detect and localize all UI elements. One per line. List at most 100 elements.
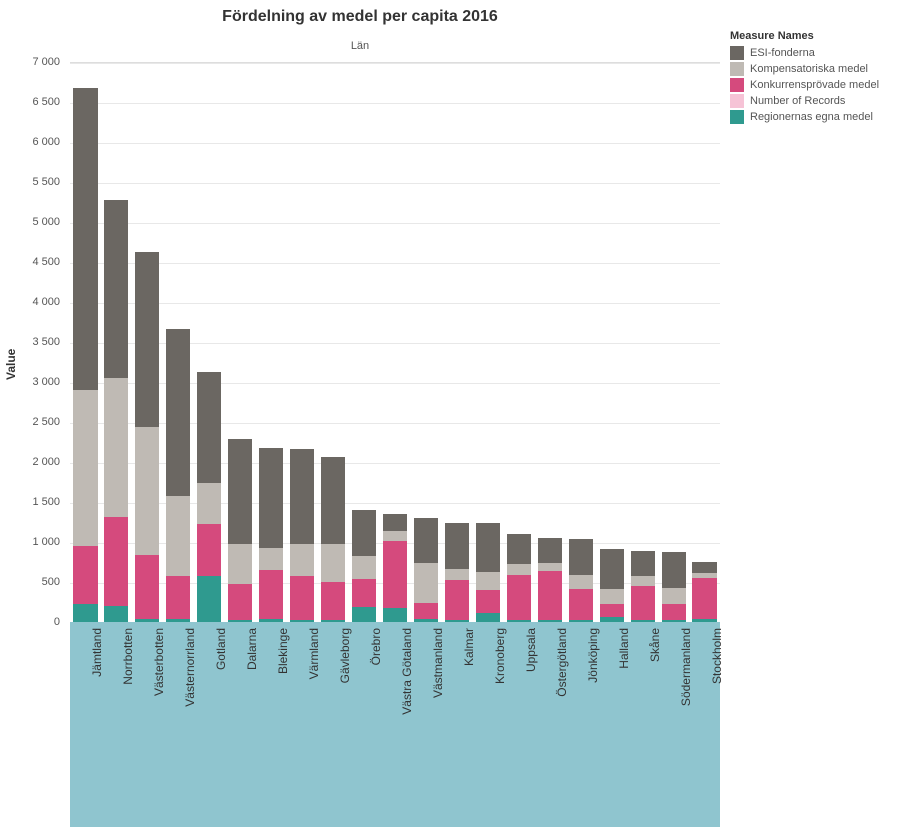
bar-segment-esi (104, 200, 128, 378)
legend-swatch (730, 110, 744, 124)
bar-segment-komp (538, 563, 562, 571)
bar[interactable] (507, 534, 531, 622)
legend-label: Regionernas egna medel (750, 111, 873, 123)
x-tick-label: Södermanland (679, 628, 693, 706)
x-labels-band: JämtlandNorrbottenVästerbottenVästernorr… (70, 622, 720, 827)
x-tick-label: Kalmar (462, 628, 476, 666)
x-tick-label: Dalarna (245, 628, 259, 670)
bar[interactable] (445, 523, 469, 622)
bar[interactable] (228, 439, 252, 622)
bar-segment-komp (662, 588, 686, 605)
bar[interactable] (600, 549, 624, 622)
bar-segment-esi (445, 523, 469, 569)
x-tick-label: Värmland (307, 628, 321, 679)
bar-segment-komp (445, 569, 469, 579)
bar-segment-komp (383, 531, 407, 541)
bar-segment-konk (445, 580, 469, 620)
bar-segment-komp (228, 544, 252, 584)
bar-segment-komp (600, 589, 624, 603)
bar-segment-konk (104, 517, 128, 606)
bar-segment-esi (290, 449, 314, 543)
bar-segment-konk (476, 590, 500, 613)
x-tick-label: Halland (617, 628, 631, 669)
x-tick-label: Jämtland (90, 628, 104, 677)
y-tick-label: 7 000 (0, 56, 60, 68)
bar-segment-esi (259, 448, 283, 547)
bar-segment-regi (476, 613, 500, 622)
x-tick-label: Blekinge (276, 628, 290, 674)
legend-item[interactable]: Number of Records (730, 94, 890, 108)
bar-segment-esi (476, 523, 500, 573)
bar[interactable] (538, 538, 562, 622)
bar[interactable] (321, 457, 345, 622)
x-tick-label: Kronoberg (493, 628, 507, 684)
y-tick-label: 5 500 (0, 176, 60, 188)
bar[interactable] (692, 562, 716, 622)
bar-segment-regi (383, 608, 407, 622)
bar[interactable] (73, 88, 97, 622)
y-tick-label: 1 500 (0, 496, 60, 508)
legend-title: Measure Names (730, 30, 890, 42)
bar[interactable] (414, 518, 438, 622)
bar[interactable] (197, 372, 221, 622)
legend-item[interactable]: ESI-fonderna (730, 46, 890, 60)
bar-segment-konk (538, 571, 562, 620)
bar-segment-konk (321, 582, 345, 620)
bar-segment-esi (383, 514, 407, 531)
y-tick-label: 3 500 (0, 336, 60, 348)
bar-segment-esi (662, 552, 686, 587)
legend: Measure Names ESI-fonderna Kompensatorisk… (730, 30, 890, 126)
chart-subtitle: Län (0, 40, 720, 52)
bar-segment-esi (631, 551, 655, 576)
bar-segment-konk (197, 524, 221, 576)
bar[interactable] (290, 449, 314, 622)
bar[interactable] (662, 552, 686, 622)
bar-segment-konk (383, 541, 407, 607)
y-tick-label: 6 000 (0, 136, 60, 148)
bar[interactable] (352, 510, 376, 622)
legend-swatch (730, 46, 744, 60)
bar-segment-komp (259, 548, 283, 570)
legend-item[interactable]: Kompensatoriska medel (730, 62, 890, 76)
legend-item[interactable]: Regionernas egna medel (730, 110, 890, 124)
legend-swatch (730, 94, 744, 108)
bar[interactable] (259, 448, 283, 622)
bar-segment-regi (197, 576, 221, 622)
bar-segment-komp (290, 544, 314, 577)
bar-segment-komp (414, 563, 438, 603)
bar-segment-esi (569, 539, 593, 575)
bar[interactable] (383, 514, 407, 622)
bar-segment-komp (476, 572, 500, 590)
bar-segment-konk (73, 546, 97, 604)
bar[interactable] (569, 539, 593, 622)
x-tick-label: Jönköping (586, 628, 600, 683)
x-tick-label: Västerbotten (152, 628, 166, 696)
bar-segment-konk (135, 555, 159, 619)
legend-swatch (730, 62, 744, 76)
bar[interactable] (104, 200, 128, 622)
y-tick-label: 0 (0, 616, 60, 628)
bar-segment-konk (352, 579, 376, 607)
y-tick-label: 3 000 (0, 376, 60, 388)
y-tick-label: 6 500 (0, 96, 60, 108)
bar-segment-konk (290, 576, 314, 619)
x-tick-label: Stockholm (710, 628, 724, 684)
bar-segment-esi (538, 538, 562, 563)
bar[interactable] (166, 329, 190, 622)
bar[interactable] (135, 252, 159, 622)
bar-segment-konk (692, 578, 716, 619)
y-tick-label: 4 500 (0, 256, 60, 268)
legend-item[interactable]: Konkurrensprövade medel (730, 78, 890, 92)
bar[interactable] (631, 551, 655, 622)
bar-segment-komp (135, 427, 159, 555)
y-tick-label: 4 000 (0, 296, 60, 308)
bar[interactable] (476, 523, 500, 622)
bar-segment-konk (414, 603, 438, 619)
x-tick-label: Örebro (369, 628, 383, 665)
bar-segment-regi (352, 607, 376, 622)
bar-segment-komp (104, 378, 128, 517)
bar-segment-esi (228, 439, 252, 544)
y-tick-label: 1 000 (0, 536, 60, 548)
bar-segment-komp (507, 564, 531, 574)
bar-segment-konk (569, 589, 593, 619)
